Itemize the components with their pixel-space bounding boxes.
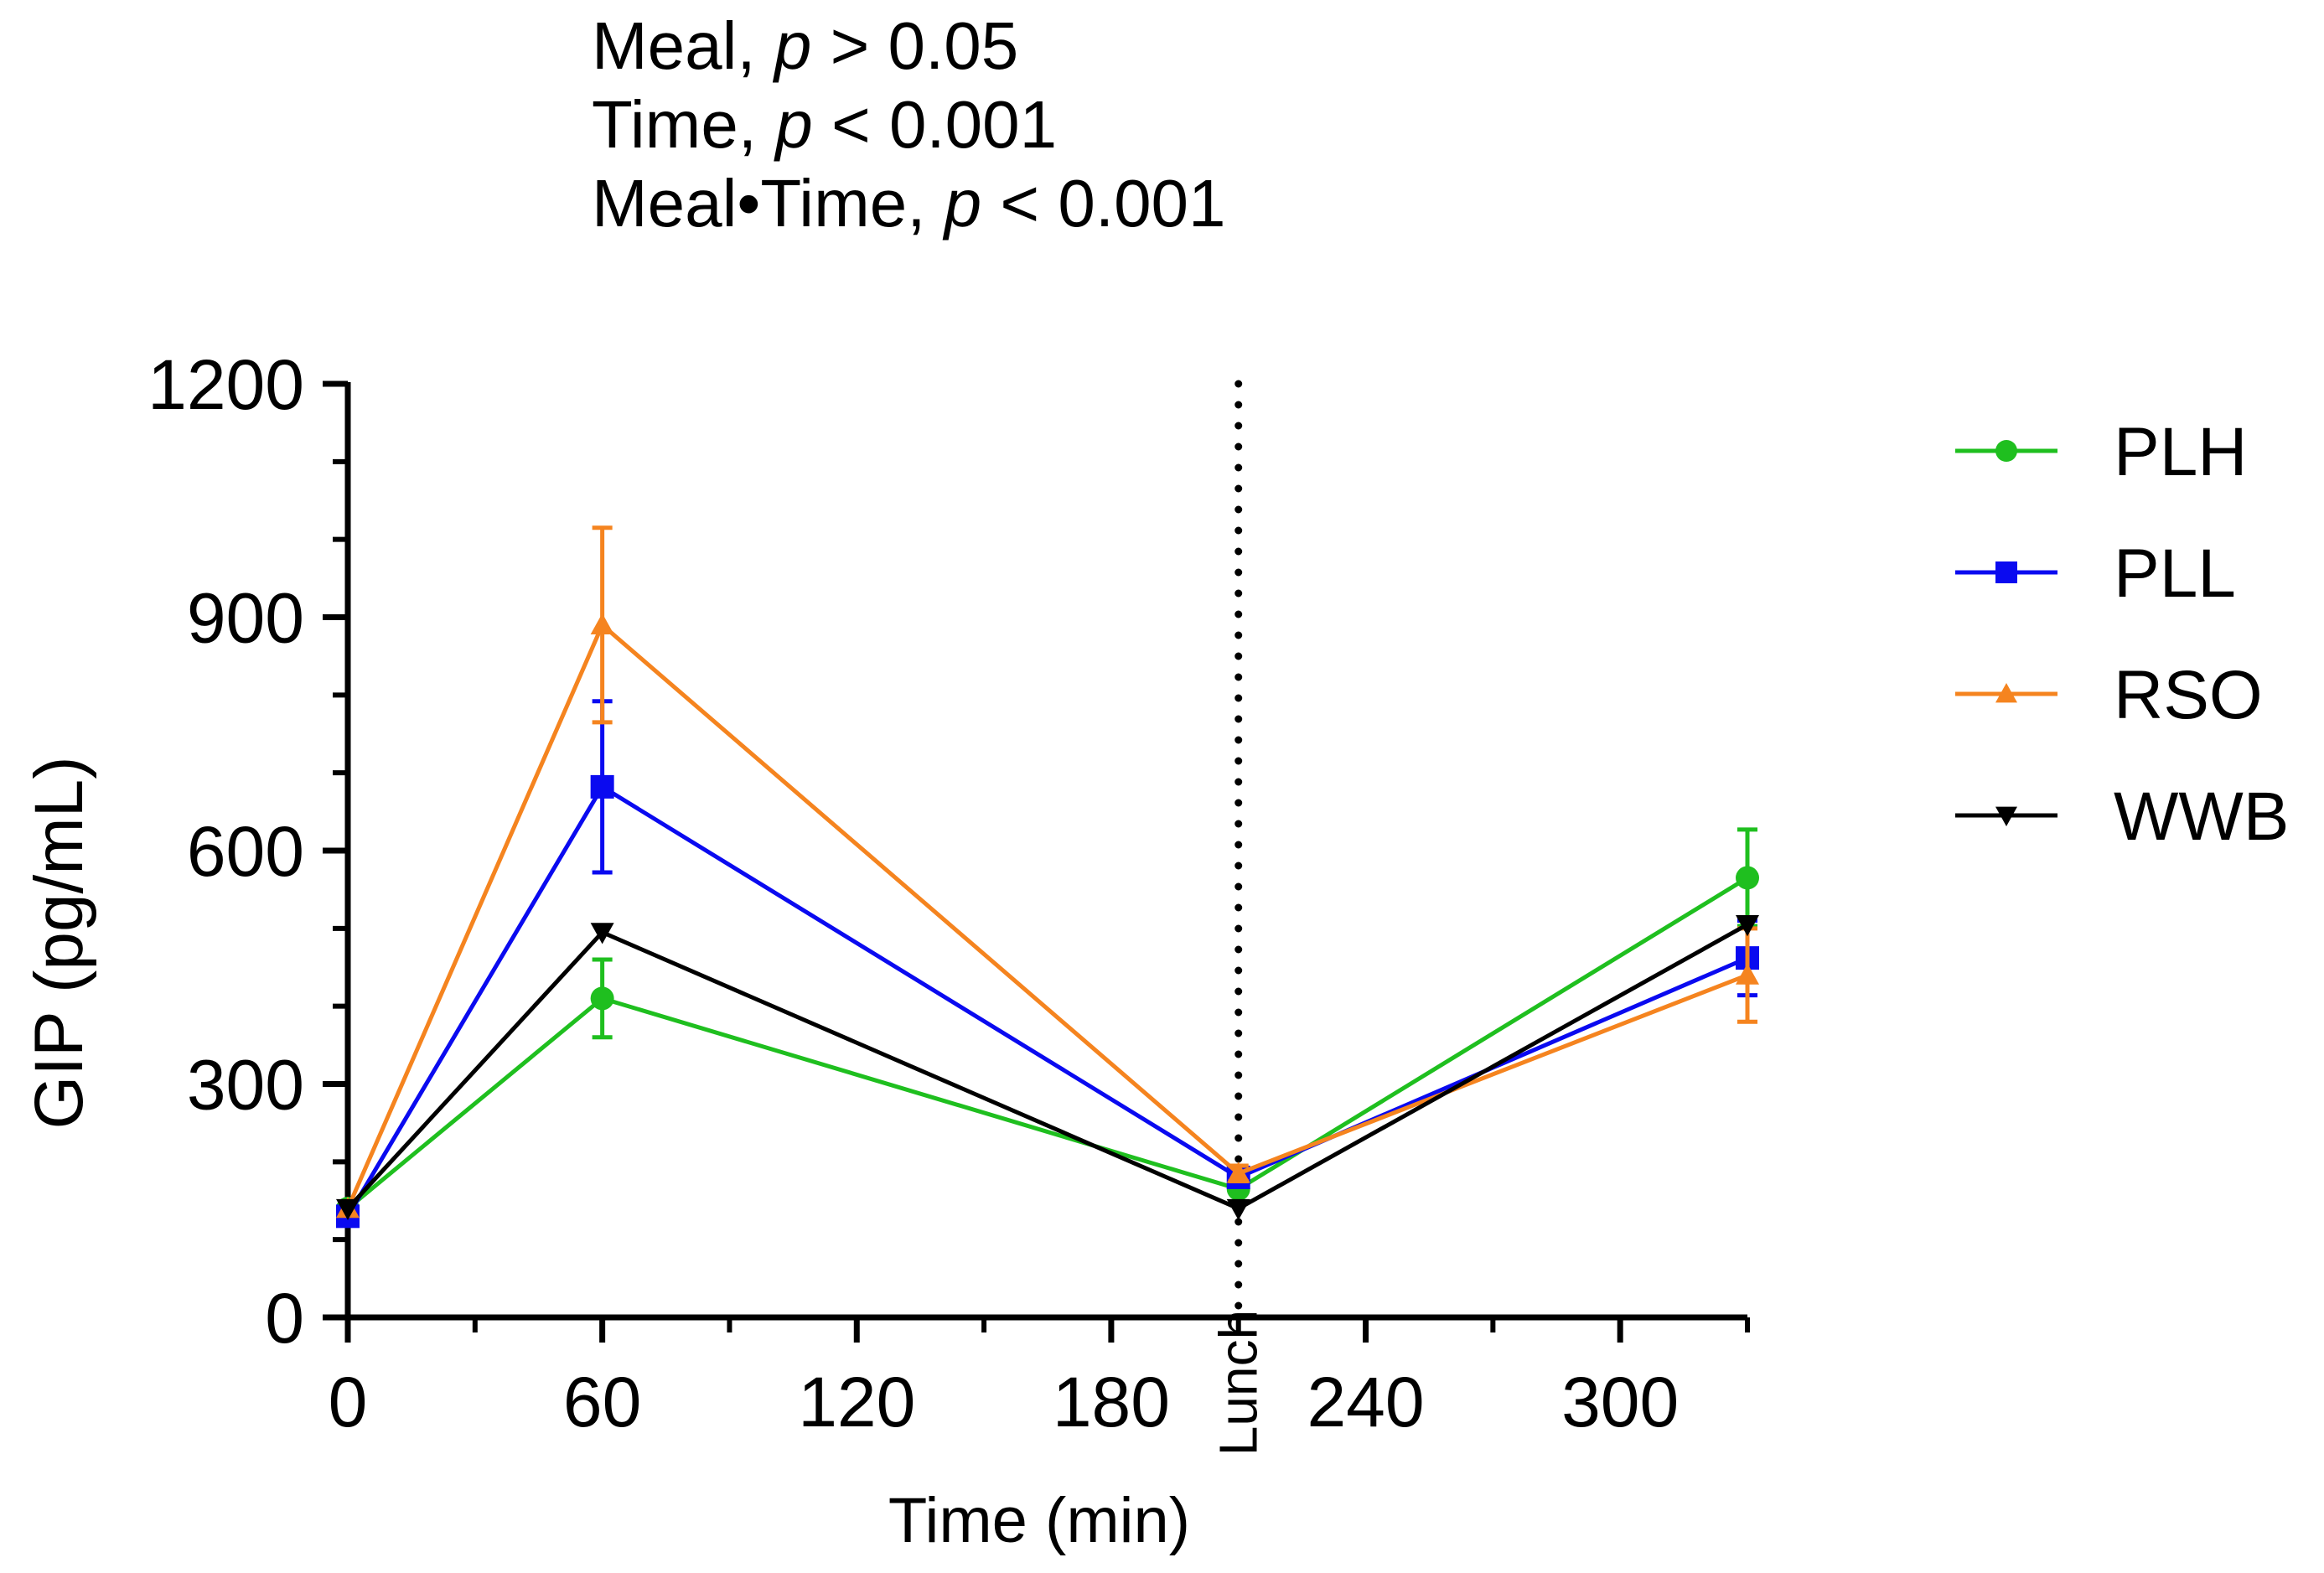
- data-point: [1226, 1162, 1250, 1183]
- data-point: [1736, 963, 1759, 985]
- legend-label: PLL: [2114, 536, 2236, 612]
- legend-marker: [1995, 561, 2017, 583]
- x-tick-label: 0: [329, 1363, 368, 1441]
- series-pll: [336, 699, 1759, 1229]
- legend-marker: [1995, 440, 2017, 462]
- lunch-marker-label: Lunch: [1209, 1310, 1269, 1456]
- statistics-annotation: Meal, p > 0.05 Time, p < 0.001 Meal•Time…: [592, 7, 1226, 243]
- x-tick-label: 60: [563, 1363, 641, 1441]
- x-axis-title: Time (min): [888, 1485, 1190, 1556]
- data-point: [1736, 866, 1759, 890]
- legend-label: RSO: [2114, 657, 2263, 733]
- legend-item-rso: RSO: [1955, 657, 2263, 733]
- y-tick-label: 300: [187, 1046, 304, 1125]
- series-rso: [336, 525, 1759, 1219]
- x-tick-label: 240: [1307, 1363, 1424, 1441]
- data-point: [590, 923, 614, 944]
- series-line: [345, 784, 1748, 1218]
- y-axis-title: GIP (pg/mL): [21, 756, 97, 1129]
- y-tick-label: 1200: [148, 345, 304, 424]
- stat-meal: Meal, p > 0.05: [592, 8, 1019, 83]
- series-line: [346, 923, 1749, 1211]
- x-tick-label: 300: [1561, 1363, 1679, 1441]
- data-point: [590, 774, 614, 799]
- legend-item-wwb: WWB: [1955, 779, 2289, 855]
- y-tick-label: 900: [187, 579, 304, 658]
- stat-time: Time, p < 0.001: [592, 87, 1058, 162]
- legend-label: WWB: [2114, 779, 2289, 855]
- series-line: [345, 621, 1748, 1210]
- data-point: [1226, 1198, 1250, 1221]
- data-point: [336, 1198, 360, 1221]
- legend-item-plh: PLH: [1955, 414, 2248, 490]
- x-tick-label: 120: [798, 1363, 915, 1441]
- series-line: [346, 876, 1749, 1210]
- series-wwb: [336, 914, 1759, 1221]
- legend-label: PLH: [2114, 414, 2248, 490]
- stat-meal-time: Meal•Time, p < 0.001: [592, 166, 1226, 241]
- legend-marker: [1995, 806, 2017, 826]
- x-tick-label: 180: [1053, 1363, 1170, 1441]
- data-point: [590, 613, 614, 634]
- data-point: [590, 986, 614, 1011]
- series-plh: [336, 827, 1759, 1221]
- legend-item-pll: PLL: [1955, 536, 2236, 612]
- data-point: [1736, 914, 1759, 937]
- legend-marker: [1995, 683, 2017, 703]
- y-tick-label: 0: [265, 1279, 304, 1358]
- y-tick-label: 600: [187, 812, 304, 891]
